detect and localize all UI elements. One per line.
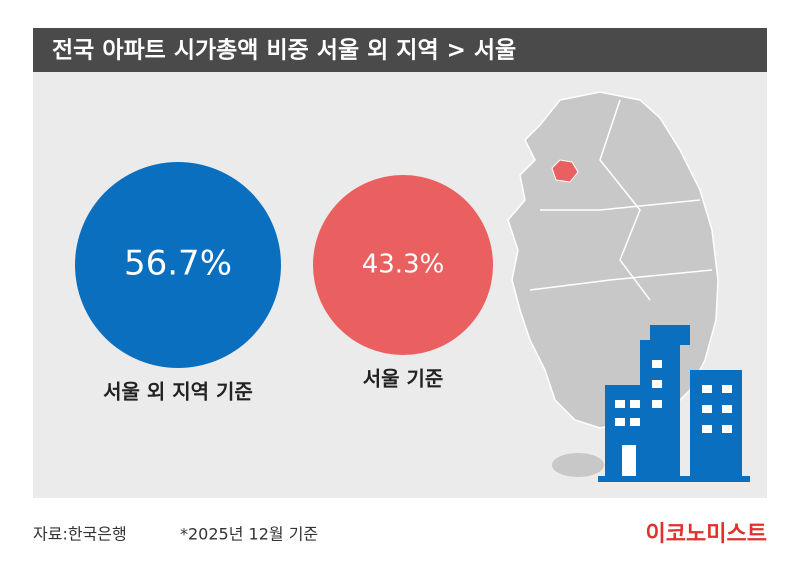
building-top — [650, 325, 690, 345]
category-label: 서울 기준 — [363, 367, 444, 391]
ground — [598, 476, 750, 482]
value-label: 56.7% — [124, 244, 232, 284]
jeju — [552, 453, 604, 477]
category-label: 서울 외 지역 기준 — [103, 380, 253, 404]
note: *2025년 12월 기준 — [180, 525, 318, 544]
seoul — [551, 159, 579, 183]
province-borders — [529, 99, 713, 301]
building — [690, 370, 742, 480]
bubble — [75, 162, 281, 368]
value-label: 43.3% — [362, 250, 445, 280]
source: 자료:한국은행 — [33, 525, 127, 544]
title-bar — [33, 28, 767, 72]
brand-logo: 이코노미스트 — [646, 522, 767, 547]
chart-title: 전국 아파트 시가총액 비중 서울 외 지역 > 서울 — [52, 38, 516, 64]
bubble — [312, 174, 494, 356]
buildings-icon — [598, 325, 750, 482]
